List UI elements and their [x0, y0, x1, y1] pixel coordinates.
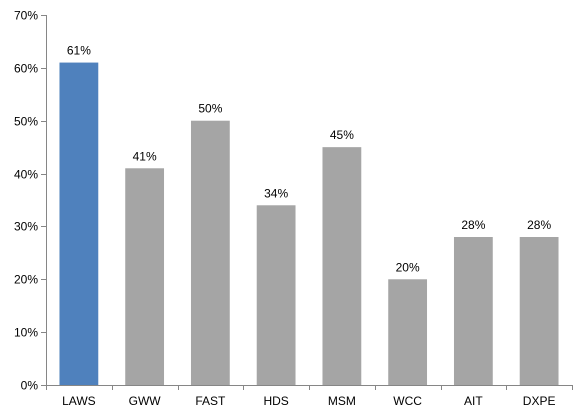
bar-msm [322, 147, 362, 385]
bar-fast [190, 120, 230, 385]
x-tick-label: WCC [393, 394, 422, 408]
y-tick-label: 70% [14, 9, 38, 23]
y-axis: 0% 10% 20% 30% 40% 50% 60% 70% [14, 9, 47, 393]
x-axis: LAWS GWW FAST HDS MSM WCC AIT DXPE [46, 385, 573, 408]
x-tick-label: HDS [263, 394, 288, 408]
y-tick-label: 30% [14, 220, 38, 234]
data-label: 45% [330, 128, 354, 142]
data-label: 34% [264, 186, 288, 200]
x-tick-label: GWW [129, 394, 162, 408]
bar-wcc [388, 279, 428, 385]
data-label: 41% [133, 149, 157, 163]
data-label: 28% [461, 218, 485, 232]
x-tick-label: LAWS [62, 394, 96, 408]
y-tick-label: 10% [14, 326, 38, 340]
data-label: 20% [396, 260, 420, 274]
data-label: 28% [527, 218, 551, 232]
bar-ait [453, 237, 493, 385]
x-tick-label: DXPE [523, 394, 556, 408]
y-tick-label: 50% [14, 115, 38, 129]
bar-laws [59, 62, 99, 385]
data-label: 50% [198, 102, 222, 116]
bar-series [59, 62, 559, 385]
y-tick-label: 60% [14, 62, 38, 76]
y-tick-label: 0% [21, 379, 39, 393]
y-tick-label: 40% [14, 168, 38, 182]
data-labels: 61% 41% 50% 34% 45% 20% 28% 28% [67, 44, 552, 275]
bar-dxpe [519, 237, 559, 385]
x-tick-label: FAST [195, 394, 226, 408]
x-tick-label: MSM [328, 394, 356, 408]
bar-hds [256, 205, 296, 385]
bar-gww [125, 168, 165, 385]
data-label: 61% [67, 44, 91, 58]
y-tick-label: 20% [14, 273, 38, 287]
x-tick-label: AIT [464, 394, 483, 408]
